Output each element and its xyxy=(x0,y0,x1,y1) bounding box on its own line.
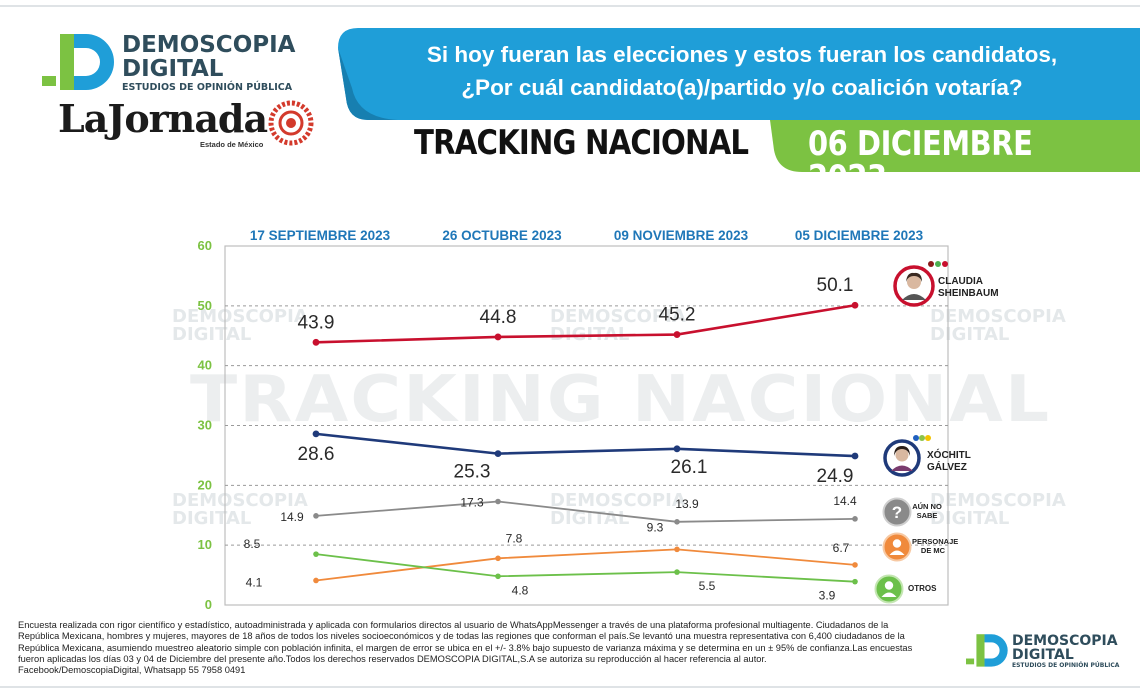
question-mark-icon: ? xyxy=(882,497,912,527)
mc-person-icon xyxy=(882,532,912,562)
data-label: 45.2 xyxy=(659,305,696,326)
data-label: 14.4 xyxy=(833,494,857,508)
footer-brand-subtitle: ESTUDIOS DE OPINIÓN PÚBLICA xyxy=(1012,662,1120,669)
y-tick-label: 50 xyxy=(198,298,212,313)
bottom-divider xyxy=(0,686,1140,688)
data-point xyxy=(673,331,681,338)
data-label: 25.3 xyxy=(454,462,491,483)
question-banner xyxy=(338,28,1140,120)
data-label: 4.8 xyxy=(512,583,529,597)
y-tick-label: 30 xyxy=(198,418,212,433)
footnote-line: República Mexicana, hombres y mujeres, m… xyxy=(18,631,905,642)
data-label: 14.9 xyxy=(280,510,304,524)
page-title: TRACKING NACIONAL xyxy=(414,123,749,163)
data-point xyxy=(495,555,501,562)
data-point xyxy=(313,577,319,584)
data-point xyxy=(674,546,680,553)
data-label: 9.3 xyxy=(647,520,664,534)
footnote-line: fueron aplicadas los días 03 y 04 de Dic… xyxy=(18,653,767,664)
data-label: 43.9 xyxy=(298,312,335,333)
series-line xyxy=(315,432,856,458)
legend-otros: OTROS xyxy=(908,584,937,593)
otros-person-icon xyxy=(874,574,904,604)
brand-name-line1: DEMOSCOPIA xyxy=(122,32,296,58)
data-point xyxy=(674,519,680,525)
sun-emblem-icon xyxy=(268,100,314,146)
series-line xyxy=(315,500,856,523)
legend-claudia-sheinbaum: CLAUDIA SHEINBAUM xyxy=(938,276,999,299)
footnote-line: Encuesta realizada con rigor científico … xyxy=(18,620,889,630)
x-category-label: 05 DICIEMBRE 2023 xyxy=(795,228,924,243)
data-point xyxy=(494,450,502,458)
label-layer: 0 10 20 30 40 50 60 17 SEPTIEMBRE 2023 26 OCTUBR… xyxy=(198,228,924,612)
x-category-label: 09 NOVIEMBRE 2023 xyxy=(614,228,749,243)
data-point xyxy=(313,513,319,519)
data-point xyxy=(313,551,319,557)
data-label: 44.8 xyxy=(480,307,517,328)
footnote-line: República Mexicana, asumiendo muestreo a… xyxy=(18,642,913,653)
data-label: 24.9 xyxy=(817,466,854,487)
data-label: 28.6 xyxy=(298,444,335,465)
footer-brand-line1: DEMOSCOPIA xyxy=(1012,633,1118,649)
brand-subtitle: ESTUDIOS DE OPINIÓN PÚBLICA xyxy=(122,82,293,93)
demoscopia-logo-icon xyxy=(966,634,1008,667)
x-category-label: 26 OCTUBRE 2023 xyxy=(442,228,562,243)
survey-date: 06 DICIEMBRE 2023 xyxy=(808,124,1033,198)
date-banner xyxy=(770,120,1140,172)
data-label: 4.1 xyxy=(246,575,263,589)
data-label: 17.3 xyxy=(460,495,484,509)
legend-xochitl-galvez: XÓCHITL GÁLVEZ xyxy=(927,450,971,473)
top-divider xyxy=(0,5,1140,7)
methodology-footnote: Encuesta realizada con rigor científico … xyxy=(18,620,968,676)
data-point xyxy=(851,452,859,460)
data-label: 7.8 xyxy=(506,531,523,545)
data-point xyxy=(495,498,501,505)
question-line2: ¿Por cuál candidato(a)/partido y/o coali… xyxy=(461,75,1023,100)
data-point xyxy=(674,569,680,575)
svg-text:?: ? xyxy=(892,503,902,522)
y-tick-label: 40 xyxy=(198,358,212,373)
party-dots-icon xyxy=(928,261,948,267)
data-point xyxy=(312,430,320,438)
partner-logo: LaJornada xyxy=(58,96,268,141)
data-label: 6.7 xyxy=(833,541,850,555)
data-label: 8.5 xyxy=(244,537,261,551)
y-tick-label: 60 xyxy=(198,238,212,253)
footer-brand-line2: DIGITAL xyxy=(1012,647,1074,663)
demoscopia-logo-icon xyxy=(42,34,114,90)
series-line xyxy=(315,553,856,583)
footnote-contact: Facebook/DemoscopiaDigital, Whatsapp 55 … xyxy=(18,665,246,676)
series-layer xyxy=(312,301,859,585)
data-point xyxy=(852,516,858,522)
question-line1: Si hoy fueran las elecciones y estos fue… xyxy=(426,42,1058,67)
legend-no-sabe: AÚN NO SABE xyxy=(912,502,942,520)
y-tick-label: 0 xyxy=(205,597,212,612)
claudia-sheinbaum-avatar xyxy=(893,265,935,307)
party-dots-icon xyxy=(913,435,931,441)
data-point xyxy=(852,578,858,585)
data-label: 26.1 xyxy=(671,457,708,478)
data-label: 50.1 xyxy=(817,275,854,296)
data-point xyxy=(852,562,858,568)
data-label: 13.9 xyxy=(675,497,699,511)
question-text: Si hoy fueran las elecciones y estos fue… xyxy=(352,38,1132,104)
y-tick-label: 20 xyxy=(198,477,212,492)
data-label: 5.5 xyxy=(699,579,716,593)
data-point xyxy=(851,301,859,309)
data-point xyxy=(494,333,502,341)
series-line xyxy=(315,548,856,582)
series-line xyxy=(315,303,856,344)
x-category-label: 17 SEPTIEMBRE 2023 xyxy=(250,228,391,243)
brand-name-line2: DIGITAL xyxy=(122,56,224,82)
legend-personaje-mc: PERSONAJE DE MC xyxy=(912,537,959,555)
data-label: 3.9 xyxy=(819,589,836,603)
data-point xyxy=(673,445,681,453)
data-point xyxy=(495,573,501,580)
grid-layer xyxy=(224,245,949,606)
y-tick-label: 10 xyxy=(198,537,212,552)
partner-edition: Estado de México xyxy=(200,140,264,149)
data-point xyxy=(312,338,320,346)
xochitl-galvez-avatar xyxy=(883,439,921,477)
